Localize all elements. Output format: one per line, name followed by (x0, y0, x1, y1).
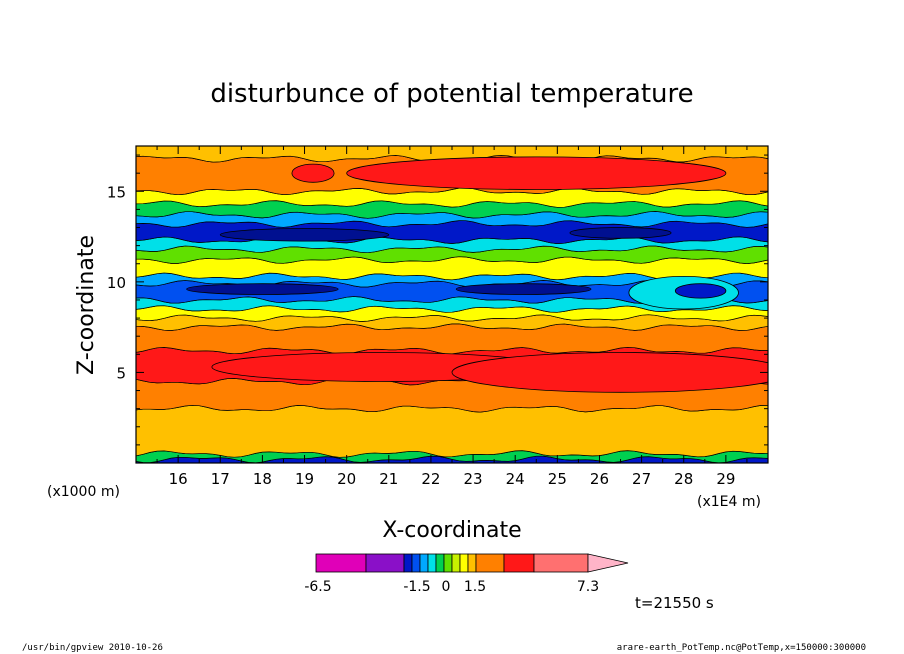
contour-regions (186, 156, 768, 393)
colorbar-swatch (419, 553, 429, 573)
y-tick-label: 5 (116, 364, 126, 382)
colorbar-tick-labels: -6.5 -1.5 0 1.5 7.3 (304, 579, 599, 595)
footer-right: arare-earth_PotTemp.nc@PotTemp,x=150000:… (617, 643, 866, 653)
x-tick-label: 26 (590, 470, 609, 488)
colorbar-tick-label: -1.5 (403, 579, 430, 595)
colorbar-swatch (467, 553, 477, 573)
colorbar-swatch (475, 553, 505, 573)
footer-left: /usr/bin/gpview 2010-10-26 (22, 643, 163, 653)
colorbar-tick-label: 1.5 (464, 579, 486, 595)
x-tick-label: 16 (169, 470, 188, 488)
contour-region (346, 156, 727, 190)
colorbar-swatch (411, 553, 421, 573)
colorbar-swatch (315, 553, 367, 573)
x-tick-label: 19 (295, 470, 314, 488)
colorbar-swatch (403, 553, 413, 573)
contour-region (451, 352, 768, 393)
x-axis-label: X-coordinate (382, 518, 521, 543)
x-tick-label: 28 (674, 470, 693, 488)
contour-region (219, 228, 390, 242)
x-tick-label: 21 (379, 470, 398, 488)
x-tick-label: 29 (716, 470, 735, 488)
x-unit-label: (x1000 m) (47, 484, 120, 500)
colorbar-swatch (451, 553, 461, 573)
colorbar-tick-label: 7.3 (577, 579, 599, 595)
y-tick-label: 10 (107, 274, 126, 292)
plot-area (136, 146, 768, 463)
x-tick-label: 27 (632, 470, 651, 488)
contour-region (186, 283, 339, 295)
y-axis-ticks: 5 10 15 (107, 154, 768, 446)
contour-band (136, 404, 768, 458)
colorbar-tick-label: -6.5 (304, 579, 331, 595)
contour-region (291, 163, 335, 183)
colorbar-tick-label: 0 (442, 579, 451, 595)
contour-region (455, 283, 592, 295)
colorbar-swatch (533, 553, 589, 573)
colorbar-swatch (435, 553, 445, 573)
colorbar-swatch (443, 553, 453, 573)
x-tick-label: 18 (253, 470, 272, 488)
contour-band (136, 323, 768, 355)
colorbar-overflow-arrow (587, 553, 629, 573)
x-tick-label: 24 (506, 470, 525, 488)
x-tick-label: 20 (337, 470, 356, 488)
colorbar (315, 553, 629, 573)
colorbar-swatch (365, 553, 405, 573)
x-tick-label: 23 (464, 470, 483, 488)
contour-region (569, 227, 672, 239)
x-scale-label: (x1E4 m) (697, 494, 761, 510)
x-tick-label: 25 (548, 470, 567, 488)
y-axis-label: Z-coordinate (74, 235, 99, 375)
contour-region (674, 283, 727, 299)
x-axis-ticks: 16 17 18 19 20 21 22 23 24 25 26 27 28 29 (135, 146, 769, 488)
contour-band (136, 187, 768, 208)
colorbar-swatch (459, 553, 469, 573)
colorbar-swatch (427, 553, 437, 573)
y-tick-label: 15 (107, 183, 126, 201)
chart-title: disturbunce of potential temperature (210, 79, 693, 109)
contour-band (136, 146, 768, 163)
colorbar-swatch (503, 553, 535, 573)
x-tick-label: 22 (421, 470, 440, 488)
time-annotation: t=21550 s (635, 594, 714, 612)
x-tick-label: 17 (211, 470, 230, 488)
